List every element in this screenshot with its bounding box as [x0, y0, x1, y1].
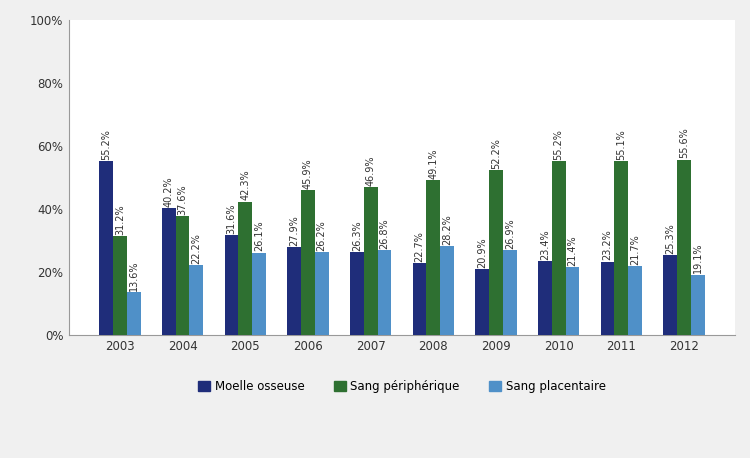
Bar — [162, 208, 176, 335]
Bar — [176, 216, 190, 335]
Bar — [440, 246, 454, 335]
Text: 26.2%: 26.2% — [316, 220, 327, 251]
Text: 20.9%: 20.9% — [477, 237, 488, 267]
Bar — [252, 252, 266, 335]
Text: 55.2%: 55.2% — [554, 129, 564, 160]
Bar — [99, 161, 113, 335]
Bar — [127, 292, 140, 335]
Bar — [628, 267, 642, 335]
Bar — [238, 202, 252, 335]
Text: 27.9%: 27.9% — [290, 215, 299, 245]
Bar — [364, 187, 377, 335]
Bar — [691, 275, 705, 335]
Text: 45.9%: 45.9% — [303, 158, 313, 189]
Bar — [413, 263, 427, 335]
Bar — [601, 262, 614, 335]
Bar — [301, 190, 315, 335]
Bar — [350, 252, 364, 335]
Text: 49.1%: 49.1% — [428, 148, 438, 179]
Text: 26.3%: 26.3% — [352, 220, 362, 251]
Text: 28.2%: 28.2% — [442, 214, 452, 245]
Text: 21.4%: 21.4% — [568, 235, 578, 266]
Text: 26.1%: 26.1% — [254, 221, 264, 251]
Text: 55.6%: 55.6% — [679, 128, 689, 158]
Bar — [113, 236, 127, 335]
Bar — [427, 180, 440, 335]
Bar — [614, 161, 628, 335]
Text: 23.2%: 23.2% — [602, 229, 613, 261]
Bar — [503, 250, 517, 335]
Bar — [566, 267, 579, 335]
Bar — [677, 160, 691, 335]
Text: 22.2%: 22.2% — [191, 233, 201, 263]
Bar — [377, 251, 392, 335]
Text: 25.3%: 25.3% — [665, 223, 675, 254]
Bar — [489, 170, 503, 335]
Text: 26.9%: 26.9% — [505, 218, 515, 249]
Text: 19.1%: 19.1% — [693, 243, 703, 273]
Bar — [663, 255, 677, 335]
Bar — [190, 265, 203, 335]
Bar — [552, 161, 566, 335]
Text: 55.2%: 55.2% — [101, 129, 111, 160]
Text: 13.6%: 13.6% — [129, 260, 139, 291]
Bar — [538, 261, 552, 335]
Text: 31.2%: 31.2% — [115, 205, 125, 235]
Text: 22.7%: 22.7% — [415, 231, 424, 262]
Bar — [315, 252, 328, 335]
Bar — [476, 269, 489, 335]
Text: 55.1%: 55.1% — [616, 129, 626, 160]
Text: 21.7%: 21.7% — [630, 234, 640, 265]
Text: 42.3%: 42.3% — [240, 169, 250, 200]
Text: 37.6%: 37.6% — [178, 185, 188, 215]
Text: 23.4%: 23.4% — [540, 229, 550, 260]
Bar — [287, 247, 301, 335]
Bar — [224, 235, 238, 335]
Text: 46.9%: 46.9% — [365, 155, 376, 186]
Text: 40.2%: 40.2% — [164, 176, 174, 207]
Text: 26.8%: 26.8% — [380, 218, 389, 249]
Text: 52.2%: 52.2% — [491, 138, 501, 169]
Text: 31.6%: 31.6% — [226, 203, 236, 234]
Legend: Moelle osseuse, Sang périphérique, Sang placentaire: Moelle osseuse, Sang périphérique, Sang … — [194, 376, 610, 398]
